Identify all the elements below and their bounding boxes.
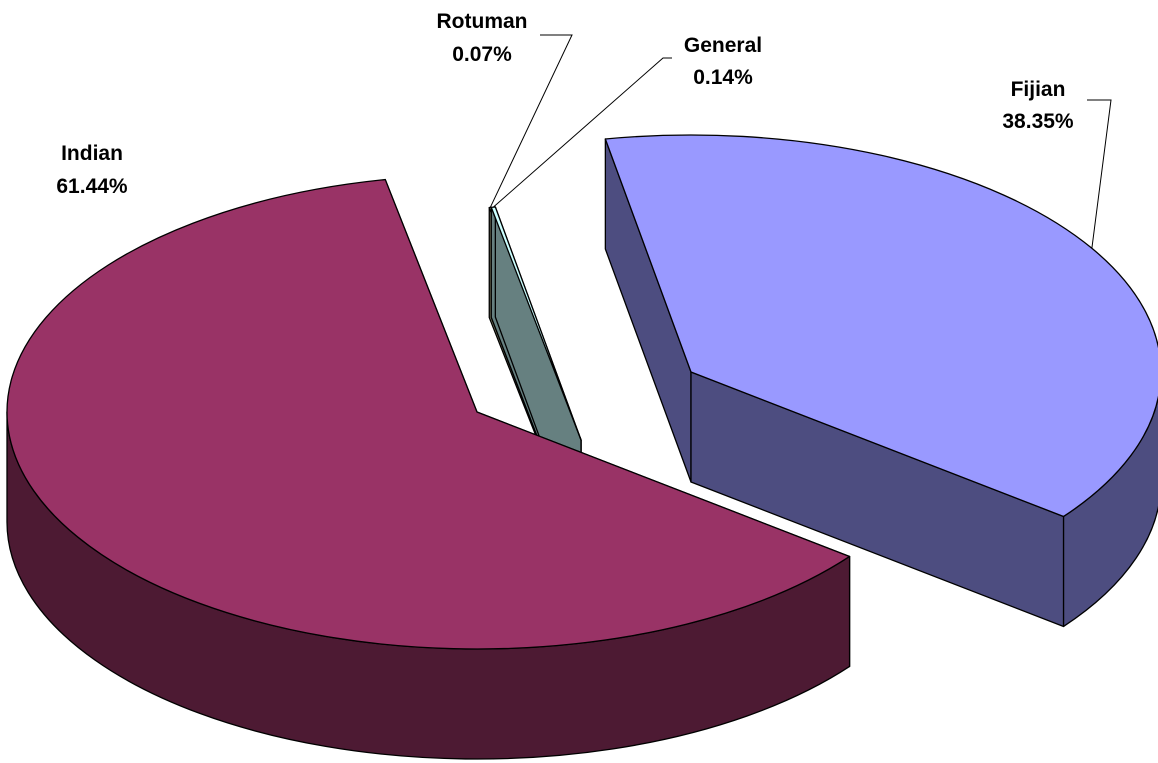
data-label-rotuman: Rotuman 0.07% xyxy=(437,10,528,66)
leader-line-general xyxy=(492,57,672,208)
label-name-general: General xyxy=(684,34,762,57)
pie-top-general xyxy=(490,206,582,441)
leader-line-rotuman xyxy=(489,34,573,208)
pie-top-indian xyxy=(6,178,851,650)
pie-slices xyxy=(6,134,1158,760)
label-value-rotuman: 0.07% xyxy=(452,43,512,66)
pie-top-fijian xyxy=(604,134,1158,518)
label-leader-lines xyxy=(489,34,1112,249)
label-name-fijian: Fijian xyxy=(1011,78,1066,101)
label-name-indian: Indian xyxy=(61,142,123,165)
leader-line-fijian xyxy=(1087,99,1112,249)
label-value-fijian: 38.35% xyxy=(1002,110,1074,133)
label-name-rotuman: Rotuman xyxy=(437,10,528,33)
pie-slice-indian xyxy=(6,178,851,760)
label-value-general: 0.14% xyxy=(693,66,753,89)
data-label-general: General 0.14% xyxy=(684,34,762,89)
data-label-fijian: Fijian 38.35% xyxy=(1002,78,1074,133)
pie-slice-fijian xyxy=(604,134,1158,628)
label-value-indian: 61.44% xyxy=(56,175,128,198)
data-label-indian: Indian 61.44% xyxy=(56,142,128,198)
